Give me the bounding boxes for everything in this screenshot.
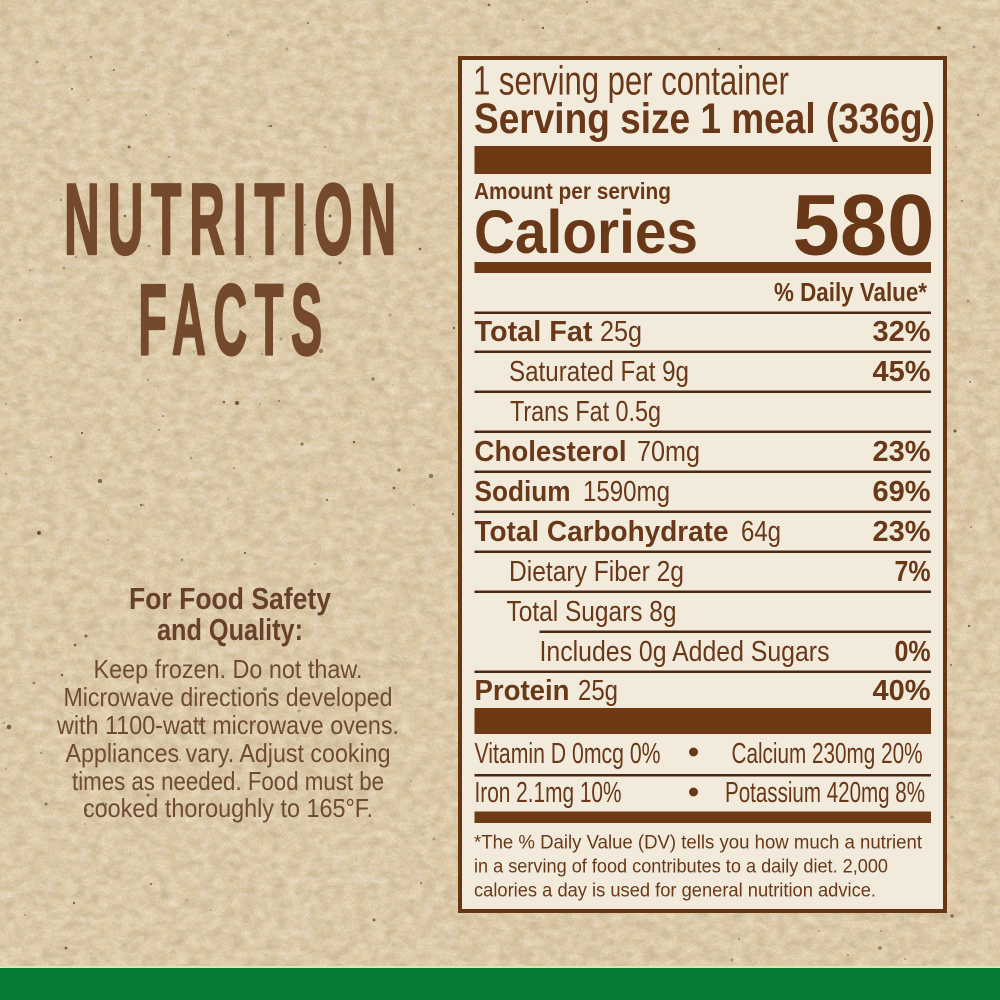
- svg-text:69%: 69%: [873, 476, 931, 508]
- svg-text:Iron 2.1mg 10%: Iron 2.1mg 10%: [475, 777, 622, 809]
- svg-text:Includes 0g Added Sugars: Includes 0g Added Sugars: [540, 636, 830, 668]
- svg-text:Microwave directions developed: Microwave directions developed: [64, 682, 393, 712]
- svg-text:Protein: Protein: [475, 675, 570, 707]
- svg-text:45%: 45%: [873, 356, 931, 388]
- svg-text:and Quality:: and Quality:: [157, 612, 303, 647]
- svg-text:Trans Fat 0.5g: Trans Fat 0.5g: [510, 396, 661, 428]
- svg-text:Cholesterol: Cholesterol: [475, 436, 627, 468]
- svg-text:cooked thoroughly to 165°F.: cooked thoroughly to 165°F.: [83, 793, 373, 823]
- svg-text:32%: 32%: [873, 316, 931, 348]
- svg-text:NUTRITION: NUTRITION: [64, 164, 404, 276]
- svg-text:40%: 40%: [873, 675, 931, 707]
- svg-text:Saturated Fat 9g: Saturated Fat 9g: [509, 356, 689, 388]
- svg-text:70mg: 70mg: [637, 436, 700, 468]
- svg-text:580: 580: [793, 177, 935, 273]
- svg-text:Total Sugars 8g: Total Sugars 8g: [507, 596, 677, 628]
- svg-text:Sodium: Sodium: [475, 476, 571, 508]
- svg-text:Potassium 420mg 8%: Potassium 420mg 8%: [725, 777, 925, 809]
- svg-text:calories a day is used for gen: calories a day is used for general nutri…: [474, 880, 876, 901]
- svg-text:Dietary Fiber 2g: Dietary Fiber 2g: [509, 556, 684, 588]
- svg-text:7%: 7%: [895, 556, 931, 588]
- svg-text:Total Carbohydrate: Total Carbohydrate: [475, 516, 729, 548]
- svg-text:Total Fat: Total Fat: [475, 316, 593, 348]
- svg-text:% Daily Value*: % Daily Value*: [774, 279, 927, 307]
- svg-text:with 1100-watt microwave ovens: with 1100-watt microwave ovens.: [56, 710, 399, 740]
- svg-text:Appliances vary. Adjust cookin: Appliances vary. Adjust cooking: [66, 738, 391, 768]
- svg-text:25g: 25g: [578, 675, 618, 707]
- svg-text:in a serving of food contribut: in a serving of food contributes to a da…: [474, 856, 888, 877]
- svg-text:FACTS: FACTS: [138, 265, 330, 377]
- svg-text:1 serving per container: 1 serving per container: [473, 60, 789, 103]
- svg-text:Calcium 230mg 20%: Calcium 230mg 20%: [732, 738, 923, 770]
- svg-text:0%: 0%: [895, 636, 931, 668]
- svg-text:23%: 23%: [873, 436, 931, 468]
- svg-text:times as needed. Food must be: times as needed. Food must be: [72, 766, 384, 796]
- svg-text:Serving size 1 meal (336g): Serving size 1 meal (336g): [474, 96, 935, 143]
- svg-text:For Food Safety: For Food Safety: [129, 581, 332, 616]
- svg-text:1590mg: 1590mg: [583, 476, 670, 508]
- svg-text:Amount per serving: Amount per serving: [474, 178, 671, 204]
- svg-text:Vitamin D 0mcg 0%: Vitamin D 0mcg 0%: [475, 738, 661, 770]
- svg-text:25g: 25g: [600, 316, 642, 348]
- svg-text:Calories: Calories: [474, 198, 698, 267]
- svg-text:Keep frozen. Do not thaw.: Keep frozen. Do not thaw.: [94, 654, 363, 684]
- svg-text:64g: 64g: [741, 516, 781, 548]
- svg-text:*The % Daily Value (DV) tells: *The % Daily Value (DV) tells you how mu…: [474, 832, 923, 853]
- svg-text:23%: 23%: [873, 516, 931, 548]
